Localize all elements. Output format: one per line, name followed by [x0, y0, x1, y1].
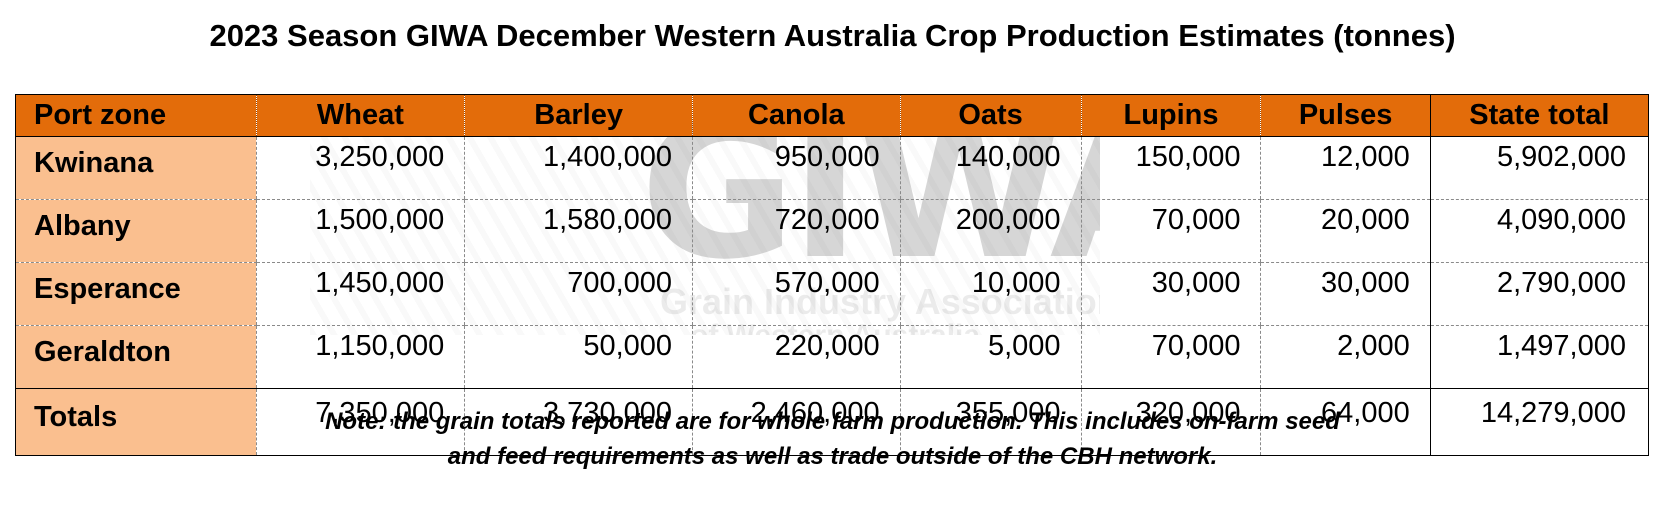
table-cell-state-total: 4,090,000	[1429, 199, 1649, 263]
row-label-totals: Totals	[15, 388, 257, 456]
table-cell: 20,000	[1260, 199, 1431, 263]
table-cell: 30,000	[1080, 262, 1261, 326]
table-cell-state-total: 5,902,000	[1429, 136, 1649, 200]
table-cell: 720,000	[692, 199, 901, 263]
table-row: Esperance 1,450,000 700,000 570,000 10,0…	[15, 262, 1649, 326]
table-cell: 700,000	[464, 262, 693, 326]
table-cell: 30,000	[1260, 262, 1431, 326]
table-cell-total: 355,000	[899, 388, 1082, 456]
column-header-barley: Barley	[464, 94, 693, 137]
table-row: Geraldton 1,150,000 50,000 220,000 5,000…	[15, 325, 1649, 389]
totals-row: Totals 7,350,000 3,730,000 2,460,000 355…	[15, 388, 1649, 456]
table-cell: 1,500,000	[255, 199, 465, 263]
table-cell: 12,000	[1260, 136, 1431, 200]
table-cell-grand-total: 14,279,000	[1429, 388, 1649, 456]
column-header-wheat: Wheat	[255, 94, 465, 137]
row-label-geraldton: Geraldton	[15, 325, 257, 389]
table-cell: 70,000	[1080, 325, 1261, 389]
column-header-state-total: State total	[1429, 94, 1649, 137]
row-label-kwinana: Kwinana	[15, 136, 257, 200]
row-label-esperance: Esperance	[15, 262, 257, 326]
table-cell: 70,000	[1080, 199, 1261, 263]
table-header-row: Port zone Wheat Barley Canola Oats Lupin…	[15, 94, 1649, 137]
table-cell: 2,000	[1260, 325, 1431, 389]
column-header-lupins: Lupins	[1080, 94, 1261, 137]
table-row: Albany 1,500,000 1,580,000 720,000 200,0…	[15, 199, 1649, 263]
table-cell: 220,000	[692, 325, 901, 389]
table-cell: 200,000	[899, 199, 1082, 263]
column-header-canola: Canola	[692, 94, 901, 137]
table-cell: 3,250,000	[255, 136, 465, 200]
table-cell: 1,450,000	[255, 262, 465, 326]
table-cell-state-total: 2,790,000	[1429, 262, 1649, 326]
table-cell: 140,000	[899, 136, 1082, 200]
table-cell-total: 64,000	[1260, 388, 1431, 456]
footnote-line2: and feed requirements as well as trade o…	[447, 443, 1218, 470]
production-table: Port zone Wheat Barley Canola Oats Lupin…	[15, 94, 1649, 456]
row-label-albany: Albany	[15, 199, 257, 263]
table-cell: 950,000	[692, 136, 901, 200]
production-table-container: Port zone Wheat Barley Canola Oats Lupin…	[15, 94, 1649, 456]
table-cell: 150,000	[1080, 136, 1261, 200]
table-cell-state-total: 1,497,000	[1429, 325, 1649, 389]
table-cell: 5,000	[899, 325, 1082, 389]
table-cell: 10,000	[899, 262, 1082, 326]
footnote: Note: the grain totals reported are for …	[0, 404, 1665, 474]
table-cell-total: 3,730,000	[464, 388, 693, 456]
column-header-pulses: Pulses	[1260, 94, 1431, 137]
table-cell-total: 320,000	[1080, 388, 1261, 456]
table-row: Kwinana 3,250,000 1,400,000 950,000 140,…	[15, 136, 1649, 200]
table-cell-total: 7,350,000	[255, 388, 465, 456]
page-title: 2023 Season GIWA December Western Austra…	[209, 18, 1456, 53]
table-cell: 1,580,000	[464, 199, 693, 263]
table-cell: 50,000	[464, 325, 693, 389]
table-cell: 1,150,000	[255, 325, 465, 389]
footnote-line1: Note: the grain totals reported are for …	[325, 408, 1340, 435]
table-cell: 1,400,000	[464, 136, 693, 200]
column-header-oats: Oats	[899, 94, 1082, 137]
table-cell: 570,000	[692, 262, 901, 326]
column-header-port-zone: Port zone	[15, 94, 257, 137]
table-cell-total: 2,460,000	[692, 388, 901, 456]
